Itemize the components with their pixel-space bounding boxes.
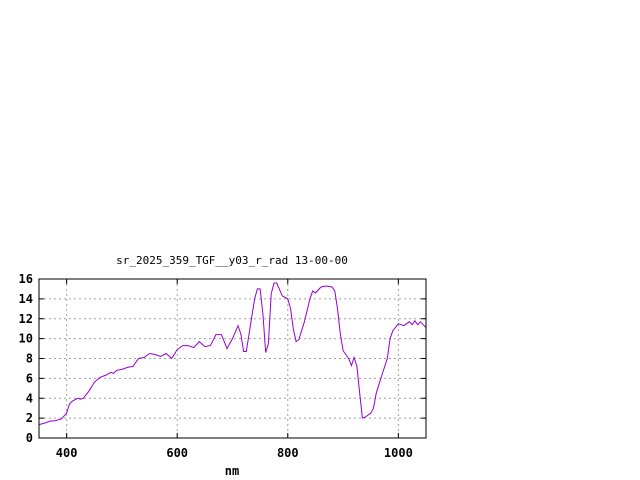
y-tick-label: 12 — [19, 312, 33, 326]
y-tick-label: 2 — [26, 411, 33, 425]
grid — [39, 279, 426, 438]
x-tick-label: 400 — [56, 446, 78, 460]
series-line — [38, 282, 427, 426]
y-tick-label: 4 — [26, 391, 33, 405]
x-axis: 400 600 800 1000 — [56, 279, 413, 460]
y-tick-label: 8 — [26, 352, 33, 366]
y-tick-label: 16 — [19, 272, 33, 286]
chart-title: sr_2025_359_TGF__y03_r_rad 13-00-00 — [116, 254, 348, 267]
x-tick-label: 600 — [166, 446, 188, 460]
x-tick-label: 800 — [277, 446, 299, 460]
x-tick-label: 1000 — [384, 446, 413, 460]
y-tick-label: 14 — [19, 292, 33, 306]
y-tick-label: 6 — [26, 371, 33, 385]
y-axis: 0 2 4 6 8 10 12 14 16 — [19, 272, 426, 445]
x-axis-label: nm — [225, 464, 239, 478]
y-tick-label: 10 — [19, 332, 33, 346]
plot-border — [38, 278, 427, 439]
y-tick-label: 0 — [26, 431, 33, 445]
